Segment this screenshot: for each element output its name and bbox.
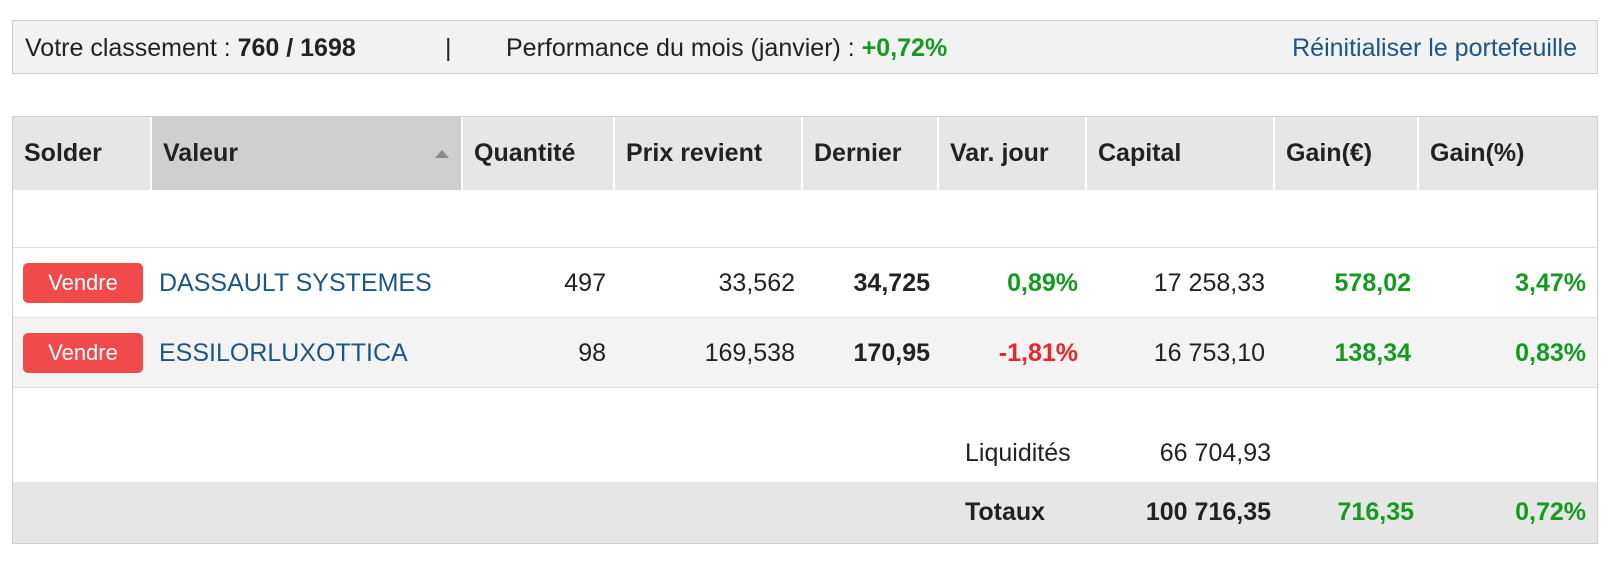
totals-gain-pct: 0,72% (1515, 498, 1586, 526)
quantity-cell: 98 (578, 339, 606, 367)
reset-portfolio-link[interactable]: Réinitialiser le portefeuille (1292, 34, 1577, 62)
gain-eur-cell: 578,02 (1334, 269, 1411, 297)
ranking-label: Votre classement : (25, 34, 238, 62)
cash-label: Liquidités (965, 439, 1071, 467)
monthly-performance: Performance du mois (janvier) : +0,72% (506, 34, 947, 63)
header-gain-pct[interactable]: Gain(%) (1430, 139, 1525, 167)
ranking: Votre classement : 760 / 1698 (25, 34, 356, 63)
table-row: Vendre DASSAULT SYSTEMES 497 33,562 34,7… (13, 247, 1597, 317)
gain-pct-cell: 0,83% (1515, 339, 1586, 367)
header-valeur[interactable]: Valeur (152, 117, 463, 190)
capital-cell: 17 258,33 (1153, 269, 1265, 297)
table-header: Solder Valeur Quantité Prix revient Dern… (13, 117, 1597, 190)
cash-row: Liquidités 66 704,93 (13, 387, 1597, 482)
totals-row: Totaux 100 716,35 716,35 0,72% (13, 482, 1597, 543)
cost-price-cell: 33,562 (718, 269, 795, 297)
stock-name-link[interactable]: ESSILORLUXOTTICA (159, 339, 408, 367)
totals-capital: 100 716,35 (1145, 498, 1271, 526)
cash-value: 66 704,93 (1159, 439, 1271, 467)
summary-separator: | (445, 34, 452, 62)
header-valeur-label: Valeur (163, 139, 239, 167)
totals-label: Totaux (965, 498, 1046, 526)
ranking-value: 760 / 1698 (237, 34, 356, 62)
header-solder: Solder (13, 117, 152, 190)
performance-label: Performance du mois (janvier) : (506, 34, 862, 62)
header-capital[interactable]: Capital (1087, 117, 1275, 190)
totals-gain-eur: 716,35 (1337, 498, 1414, 526)
sort-ascending-icon (435, 150, 449, 158)
last-price-cell: 34,725 (853, 269, 930, 297)
last-price-cell: 170,95 (853, 339, 930, 367)
header-quantite[interactable]: Quantité (463, 117, 615, 190)
stock-name-link[interactable]: DASSAULT SYSTEMES (159, 269, 432, 297)
gain-pct-cell: 3,47% (1515, 269, 1586, 297)
empty-row (13, 190, 1597, 247)
portfolio-table: Solder Valeur Quantité Prix revient Dern… (12, 116, 1598, 544)
daily-change-cell: -1,81% (998, 339, 1078, 367)
quantity-cell: 497 (564, 269, 606, 297)
capital-cell: 16 753,10 (1153, 339, 1265, 367)
sell-button[interactable]: Vendre (23, 263, 143, 303)
gain-eur-cell: 138,34 (1334, 339, 1411, 367)
cost-price-cell: 169,538 (704, 339, 795, 367)
header-prix-revient[interactable]: Prix revient (615, 117, 803, 190)
table-row: Vendre ESSILORLUXOTTICA 98 169,538 170,9… (13, 317, 1597, 387)
daily-change-cell: 0,89% (1007, 269, 1078, 297)
header-gain-eur[interactable]: Gain(€) (1275, 117, 1419, 190)
portfolio-summary-bar: Votre classement : 760 / 1698 | Performa… (12, 20, 1598, 74)
sell-button[interactable]: Vendre (23, 333, 143, 373)
performance-value: +0,72% (861, 34, 948, 62)
header-dernier[interactable]: Dernier (803, 117, 939, 190)
header-var-jour[interactable]: Var. jour (939, 117, 1087, 190)
